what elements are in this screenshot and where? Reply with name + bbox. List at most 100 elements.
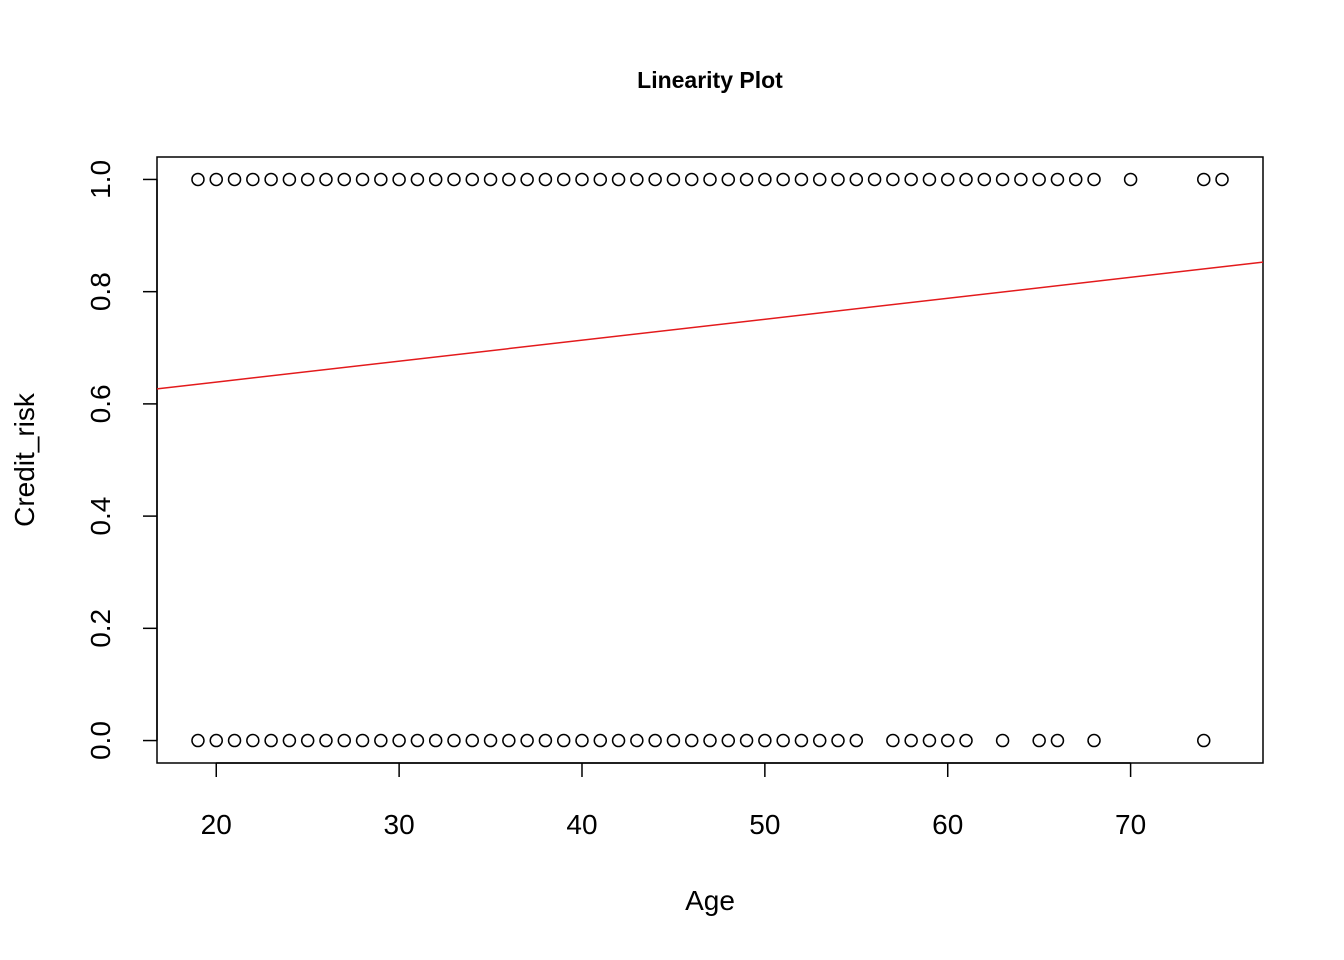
scatter-point (374, 733, 388, 748)
scatter-point (1123, 172, 1138, 187)
scatter-point (191, 172, 205, 187)
scatter-point (355, 733, 370, 748)
scatter-point (483, 733, 498, 748)
scatter-point (428, 172, 443, 187)
scatter-point (1032, 733, 1046, 748)
scatter-point (246, 733, 260, 748)
scatter-point (300, 172, 315, 187)
scatter-point (1050, 172, 1065, 187)
scatter-point (959, 172, 973, 187)
scatter-point (502, 172, 516, 187)
y-tick-label: 0.2 (85, 609, 116, 648)
scatter-point (556, 733, 571, 748)
scatter-point (611, 733, 626, 748)
scatter-point (319, 172, 333, 187)
scatter-point (831, 172, 845, 187)
scatter-point (684, 172, 699, 187)
x-tick-label: 40 (566, 809, 597, 840)
scatter-point (812, 172, 827, 187)
y-tick-label: 0.6 (85, 384, 116, 423)
scatter-point (520, 733, 534, 748)
scatter-point (1197, 733, 1211, 748)
scatter-point (886, 172, 900, 187)
scatter-point (556, 172, 571, 187)
scatter-point (227, 172, 242, 187)
scatter-point (648, 172, 662, 187)
scatter-point (392, 733, 406, 748)
scatter-point (630, 172, 644, 187)
x-tick-label: 60 (932, 809, 963, 840)
scatter-point (447, 733, 461, 748)
plot-frame (156, 156, 1264, 764)
scatter-point (1032, 172, 1046, 187)
scatter-point (721, 733, 736, 748)
scatter-point (977, 172, 992, 187)
scatter-point (264, 172, 278, 187)
scatter-point (209, 172, 223, 187)
y-tick-label: 1.0 (85, 160, 116, 199)
scatter-point (355, 172, 370, 187)
scatter-point (812, 733, 827, 748)
x-tick-label: 30 (384, 809, 415, 840)
scatter-point (483, 172, 498, 187)
scatter-point (593, 172, 608, 187)
scatter-point (630, 733, 644, 748)
y-tick-label: 0.4 (85, 497, 116, 536)
chart-title: Linearity Plot (637, 67, 783, 93)
scatter-point (776, 733, 790, 748)
scatter-point (794, 733, 809, 748)
scatter-point (575, 733, 589, 748)
scatter-point (1197, 172, 1211, 187)
scatter-point (319, 733, 333, 748)
scatter-point (337, 172, 352, 187)
x-tick-label: 20 (201, 809, 232, 840)
scatter-point (739, 172, 754, 187)
scatter-point (922, 733, 937, 748)
y-tick-label: 0.0 (85, 721, 116, 760)
scatter-point (575, 172, 589, 187)
scatter-point (1087, 172, 1101, 187)
scatter-point (465, 172, 480, 187)
data-points (191, 172, 1229, 748)
scatter-point (831, 733, 845, 748)
x-tick-label: 50 (749, 809, 780, 840)
scatter-point (703, 172, 717, 187)
scatter-point (758, 172, 772, 187)
y-axis-label: Credit_risk (9, 392, 40, 527)
scatter-point (447, 172, 461, 187)
scatter-point (191, 733, 205, 748)
scatter-point (959, 733, 973, 748)
scatter-point (739, 733, 754, 748)
scatter-point (282, 733, 297, 748)
scatter-point (666, 733, 681, 748)
scatter-point (648, 733, 662, 748)
scatter-point (922, 172, 937, 187)
scatter-point (886, 733, 900, 748)
scatter-point (593, 733, 608, 748)
scatter-point (904, 733, 918, 748)
scatter-point (300, 733, 315, 748)
x-axis-label: Age (685, 885, 735, 916)
x-tick-label: 70 (1115, 809, 1146, 840)
scatter-point (995, 733, 1010, 748)
scatter-point (1014, 172, 1028, 187)
scatter-point (721, 172, 736, 187)
scatter-point (502, 733, 516, 748)
scatter-point (1050, 733, 1065, 748)
fit-line (156, 261, 1264, 390)
scatter-point (465, 733, 480, 748)
scatter-point (684, 733, 699, 748)
scatter-point (538, 733, 553, 748)
scatter-point (392, 172, 406, 187)
scatter-point (374, 172, 388, 187)
scatter-point (209, 733, 223, 748)
scatter-point (703, 733, 717, 748)
scatter-point (520, 172, 534, 187)
scatter-point (1068, 172, 1083, 187)
scatter-point (337, 733, 352, 748)
scatter-point (666, 172, 681, 187)
scatter-point (410, 733, 425, 748)
scatter-point (246, 172, 260, 187)
scatter-point (940, 172, 955, 187)
